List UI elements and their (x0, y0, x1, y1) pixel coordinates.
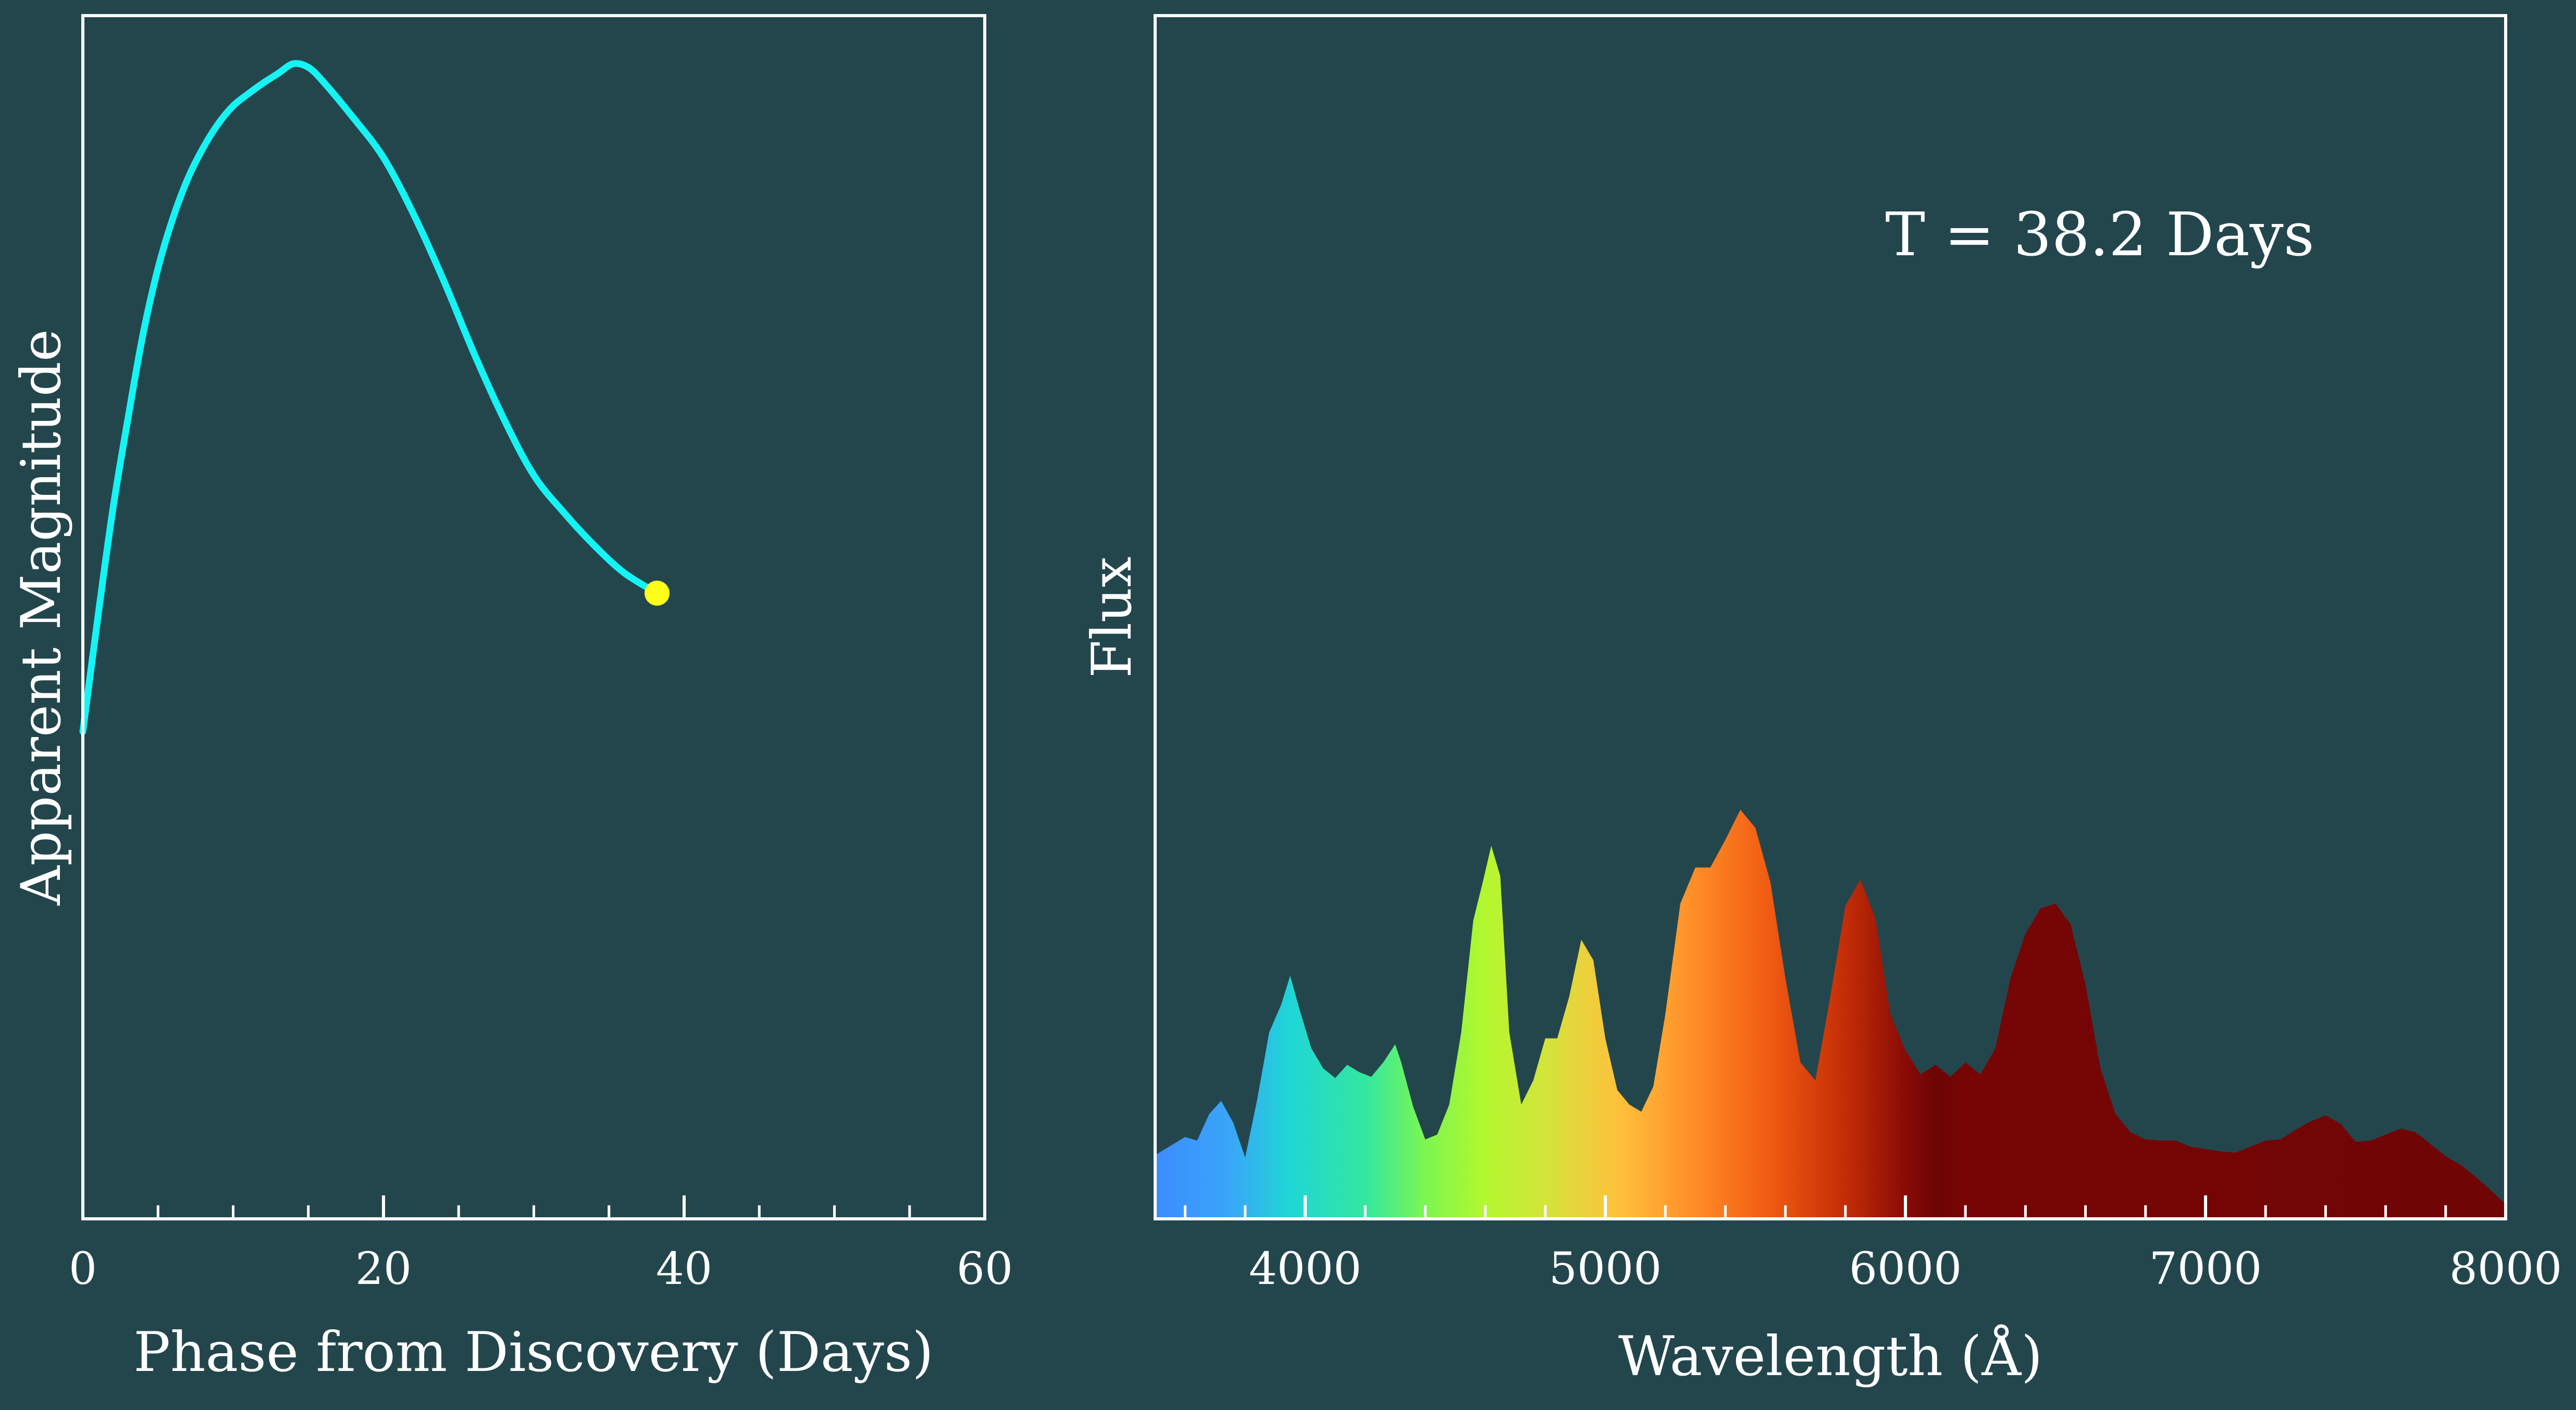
x-tick-label: 40 (656, 1243, 712, 1295)
spectrum-frame (1154, 14, 2507, 1220)
lightcurve-frame (81, 14, 986, 1220)
x-tick-label: 6000 (1849, 1243, 1962, 1295)
phase-annotation: T = 38.2 Days (1885, 200, 2314, 270)
spectrum-x-axis-label: Wavelength (Å) (1618, 1324, 2042, 1388)
lightcurve-x-ticks (81, 1195, 986, 1219)
x-tick-label: 0 (69, 1243, 97, 1295)
lightcurve-x-tick-labels: 0 20 40 60 (69, 1243, 1013, 1295)
spectrum-x-ticks (1184, 1195, 2507, 1219)
x-tick-label: 20 (355, 1243, 412, 1295)
x-tick-label: 5000 (1549, 1243, 1662, 1295)
lightcurve-line (79, 60, 661, 735)
lightcurve-x-axis-label: Phase from Discovery (Days) (133, 1320, 933, 1384)
spectrum-panel: 4000 5000 6000 7000 8000 Wavelength (Å) Flux… (1080, 14, 2562, 1388)
current-phase-marker (645, 580, 670, 606)
lightcurve-y-axis-label: Apparent Magnitude (9, 329, 73, 906)
x-tick-label: 4000 (1249, 1243, 1361, 1295)
x-tick-label: 8000 (2449, 1243, 2562, 1295)
spectrum-area (1155, 809, 2506, 1219)
x-tick-label: 60 (957, 1243, 1013, 1295)
x-tick-label: 7000 (2149, 1243, 2262, 1295)
spectrum-x-tick-labels: 4000 5000 6000 7000 8000 (1249, 1243, 2562, 1295)
spectrum-y-axis-label: Flux (1080, 556, 1144, 678)
lightcurve-panel: 0 20 40 60 Phase from Discovery (Days) Appa… (9, 14, 1013, 1384)
